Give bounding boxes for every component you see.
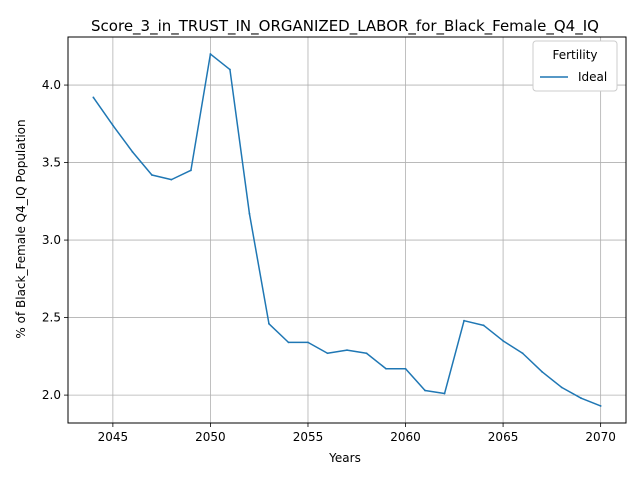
legend-box <box>532 40 618 92</box>
data-point <box>482 324 485 327</box>
data-point <box>111 124 114 127</box>
data-point <box>560 386 563 389</box>
y-tick-label: 2.0 <box>42 388 61 402</box>
legend-label-ideal: Ideal <box>578 70 607 84</box>
chart-title: Score_3_in_TRUST_IN_ORGANIZED_LABOR_for_… <box>91 17 599 36</box>
series-layer <box>92 53 602 407</box>
data-point <box>404 367 407 370</box>
data-point <box>248 212 251 215</box>
x-tick-label: 2065 <box>488 430 519 444</box>
data-point <box>599 405 602 407</box>
x-axis-ticks: 2045 2050 2055 2060 2065 2070 <box>98 423 616 444</box>
data-point <box>365 352 368 355</box>
x-tick-label: 2055 <box>293 430 324 444</box>
data-point <box>541 370 544 373</box>
data-point <box>346 349 348 352</box>
y-axis-ticks: 2.0 2.5 3.0 3.5 4.0 <box>42 78 68 402</box>
y-tick-label: 2.5 <box>42 311 61 325</box>
data-point <box>424 389 426 392</box>
y-tick-label: 3.5 <box>42 156 61 170</box>
data-point <box>580 397 583 400</box>
plot-frame <box>67 36 627 424</box>
data-point <box>307 341 309 344</box>
data-point <box>521 352 524 355</box>
data-point <box>150 174 153 176</box>
y-axis-label: % of Black_Female Q4_IQ Population <box>14 119 28 338</box>
data-point <box>92 96 95 99</box>
data-point <box>443 392 446 395</box>
legend: Fertility Ideal <box>532 40 618 92</box>
y-tick-label: 4.0 <box>42 78 61 92</box>
y-tick-label: 3.0 <box>42 233 61 247</box>
x-tick-label: 2050 <box>195 430 226 444</box>
data-point <box>502 339 504 342</box>
data-point <box>463 319 465 322</box>
x-tick-label: 2045 <box>98 430 129 444</box>
data-point <box>385 367 387 370</box>
data-point <box>229 68 231 71</box>
data-point <box>268 322 270 325</box>
data-point <box>131 150 134 153</box>
data-point <box>209 53 212 55</box>
data-point <box>170 178 173 181</box>
data-point <box>326 352 329 355</box>
data-point <box>287 341 290 344</box>
legend-title: Fertility <box>552 48 597 62</box>
x-tick-label: 2070 <box>585 430 616 444</box>
x-tick-label: 2060 <box>390 430 421 444</box>
data-point <box>190 169 192 172</box>
x-axis-label: Years <box>328 451 361 465</box>
